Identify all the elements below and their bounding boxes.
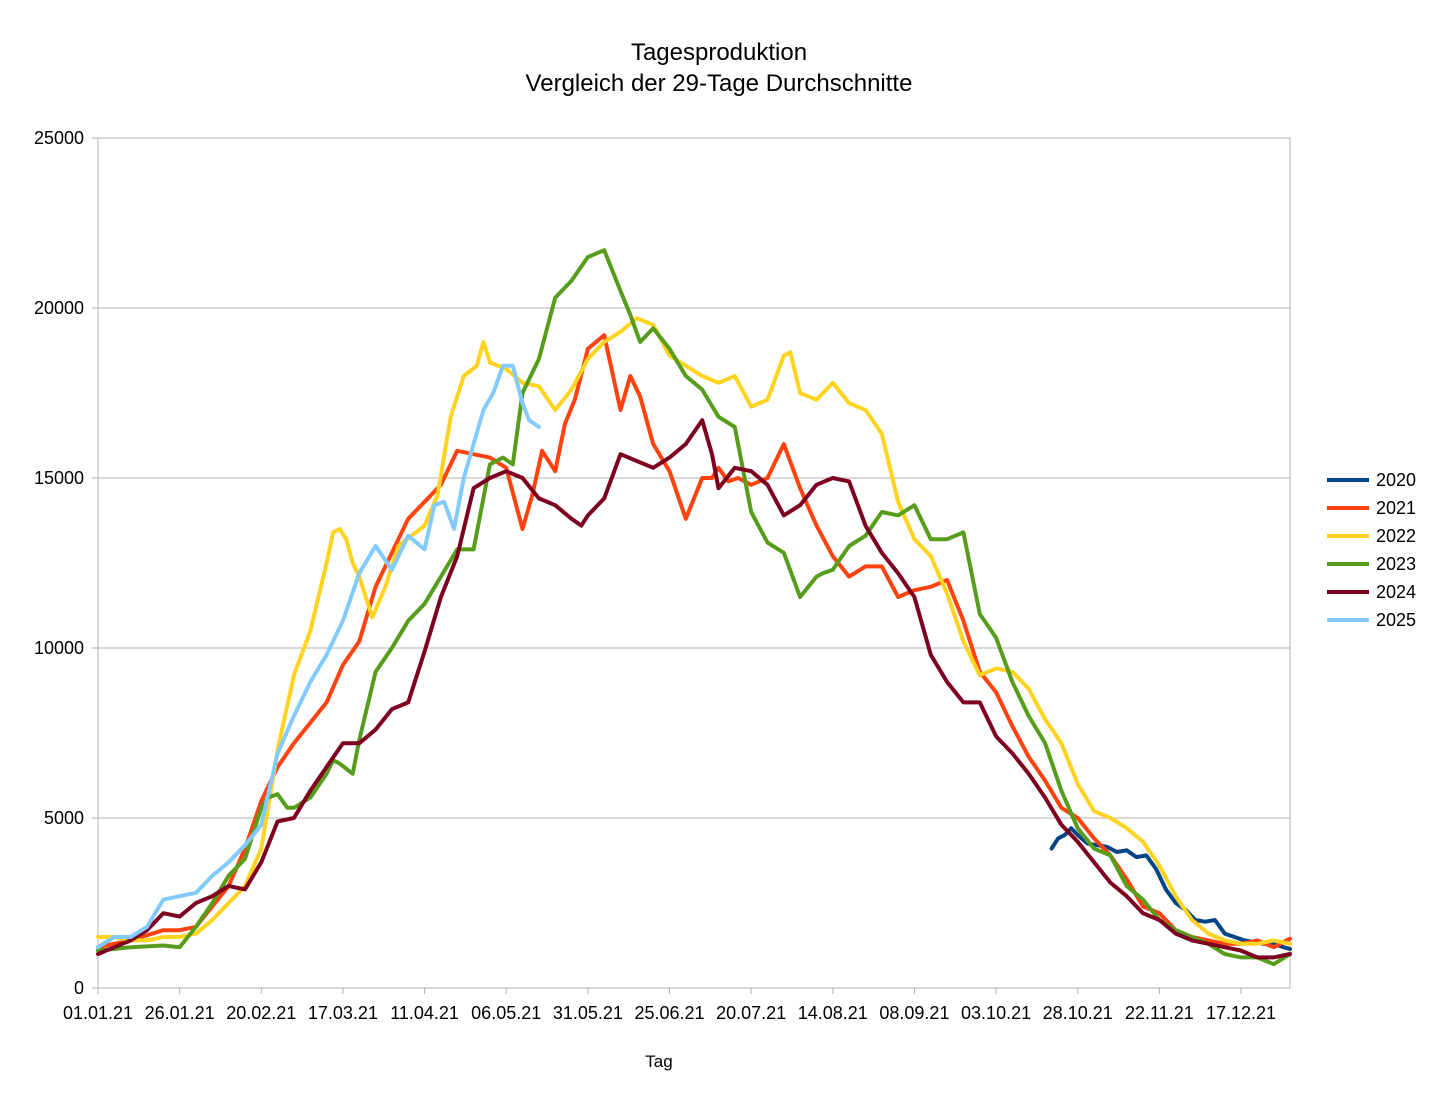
- y-tick-label-3: 15000: [34, 468, 84, 488]
- x-tick-label-3: 17.03.21: [308, 1003, 378, 1023]
- x-tick-label-8: 20.07.21: [716, 1003, 786, 1023]
- legend-label-2021: 2021: [1376, 498, 1416, 518]
- x-tick-label-14: 17.12.21: [1206, 1003, 1276, 1023]
- legend-label-2025: 2025: [1376, 610, 1416, 630]
- y-tick-label-4: 20000: [34, 298, 84, 318]
- x-tick-label-12: 28.10.21: [1043, 1003, 1113, 1023]
- series-line-2023: [96, 248, 1292, 967]
- legend: 2020 2021 2022 2023 2024 2025: [1327, 470, 1416, 630]
- chart-title: Tagesproduktion: [631, 39, 807, 66]
- y-tick-label-0: 0: [74, 978, 84, 998]
- y-tick-label-2: 10000: [34, 638, 84, 658]
- y-tick-label-5: 25000: [34, 128, 84, 148]
- series-line-2025: [96, 363, 541, 950]
- legend-label-2020: 2020: [1376, 470, 1416, 490]
- x-tick-label-4: 11.04.21: [390, 1003, 459, 1023]
- series-line-2022: [96, 316, 1292, 946]
- x-tick-label-0: 01.01.21: [63, 1003, 133, 1023]
- legend-label-2023: 2023: [1376, 554, 1416, 574]
- plot-area-frame: [97, 137, 1291, 989]
- chart-subtitle: Vergleich der 29-Tage Durchschnitte: [526, 70, 913, 97]
- x-tick-label-6: 31.05.21: [553, 1003, 623, 1023]
- x-tick-label-7: 25.06.21: [634, 1003, 704, 1023]
- x-axis-ticks: 01.01.21 26.01.21 20.02.21 17.03.21 11.04.21…: [63, 988, 1276, 1023]
- x-axis-label: Tag: [645, 1052, 672, 1071]
- legend-label-2024: 2024: [1376, 582, 1416, 602]
- series-line-2021: [96, 333, 1292, 950]
- x-tick-label-11: 03.10.21: [961, 1003, 1031, 1023]
- y-axis-ticks: 0 5000 10000 15000 20000 25000: [34, 128, 98, 998]
- x-tick-label-9: 14.08.21: [798, 1003, 868, 1023]
- x-tick-label-13: 22.11.21: [1125, 1003, 1194, 1023]
- legend-label-2022: 2022: [1376, 526, 1416, 546]
- x-tick-label-1: 26.01.21: [145, 1003, 215, 1023]
- x-tick-label-2: 20.02.21: [226, 1003, 296, 1023]
- x-tick-label-10: 08.09.21: [879, 1003, 949, 1023]
- y-tick-label-1: 5000: [44, 808, 84, 828]
- series-line-2024: [96, 418, 1292, 960]
- x-tick-label-5: 06.05.21: [471, 1003, 541, 1023]
- series-lines: [96, 248, 1292, 967]
